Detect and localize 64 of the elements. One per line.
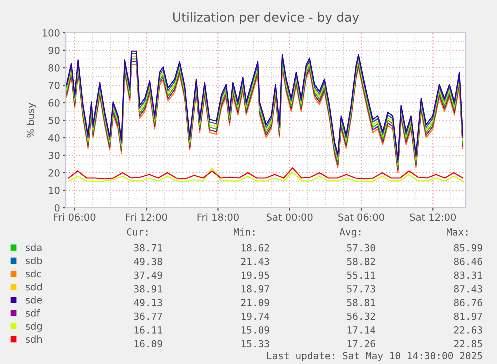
legend-label: sda	[26, 244, 42, 252]
text: 55.11	[347, 272, 376, 280]
legend-label: sde	[26, 296, 42, 304]
legend-label: sdb	[26, 256, 42, 264]
legend-label: sdg	[26, 322, 42, 332]
text: 86.46	[454, 258, 482, 266]
text: 57.30	[347, 244, 376, 252]
y-tick-label: 20	[48, 169, 60, 177]
text: 83.31	[454, 272, 482, 280]
text: 19.95	[242, 272, 270, 280]
y-tick-label: 90	[48, 46, 60, 54]
y-tick-label: 10	[49, 186, 60, 194]
text: Avg:	[340, 228, 361, 238]
text: Min:	[234, 228, 255, 236]
text: 18.97	[242, 285, 270, 293]
x-tick-label: Fri 06:00	[54, 214, 96, 222]
text: 87.43	[454, 285, 482, 293]
text: 16.11	[134, 326, 162, 334]
text: 22.85	[454, 340, 482, 348]
text: 49.38	[134, 258, 162, 266]
y-tick-label: 60	[48, 99, 60, 107]
y-axis-title: % busy	[26, 103, 36, 138]
y-tick-label: 100	[42, 29, 60, 37]
y-tick-label: 80	[48, 64, 60, 72]
x-tick-label: Fri 12:00	[126, 214, 168, 222]
text: 21.43	[241, 258, 270, 266]
text: 15.09	[242, 326, 270, 334]
y-tick-label: 0	[54, 204, 60, 212]
text: 21.09	[241, 299, 270, 306]
text: 36.77	[134, 312, 162, 320]
text: 56.32	[347, 312, 376, 320]
text: 16.09	[134, 340, 162, 348]
y-tick-label: 30	[48, 152, 60, 160]
text: 58.81	[347, 299, 376, 306]
y-tick-label: 70	[48, 82, 60, 90]
text: 57.73	[347, 285, 376, 293]
text: 38.91	[134, 285, 162, 293]
text: 18.62	[242, 244, 270, 252]
text: 85.99	[454, 244, 482, 252]
text: 49.13	[134, 299, 162, 306]
chart-title: Utilization per device - by day	[174, 12, 360, 24]
x-tick-label: Sat 06:00	[338, 214, 384, 222]
legend-label: sdc	[26, 270, 42, 278]
text: Last update: Sat May 10 14:30:00 2025	[267, 352, 482, 362]
x-tick-label: Sat 00:00	[266, 214, 313, 222]
legend-label: sdd	[26, 283, 42, 291]
text: 22.63	[454, 326, 482, 334]
x-tick-label: Fri 18:00	[198, 214, 239, 222]
text: 17.14	[348, 326, 376, 334]
text: 86.76	[454, 299, 482, 306]
y-tick-label: 40	[48, 134, 60, 142]
text: 81.97	[454, 312, 482, 320]
text: 19.74	[242, 312, 270, 320]
legend-label: sdf	[26, 309, 40, 317]
legend-label: sdh	[26, 336, 42, 344]
text: Cur:	[127, 228, 148, 236]
text: Max:	[446, 228, 468, 236]
text: 38.71	[134, 244, 162, 252]
text: 37.49	[134, 272, 162, 280]
x-tick-label: Sat 12:00	[410, 214, 456, 222]
text: 58.82	[347, 258, 376, 266]
text: 17.26	[348, 340, 376, 348]
text: 15.33	[242, 340, 270, 348]
y-tick-label: 50	[48, 116, 60, 124]
